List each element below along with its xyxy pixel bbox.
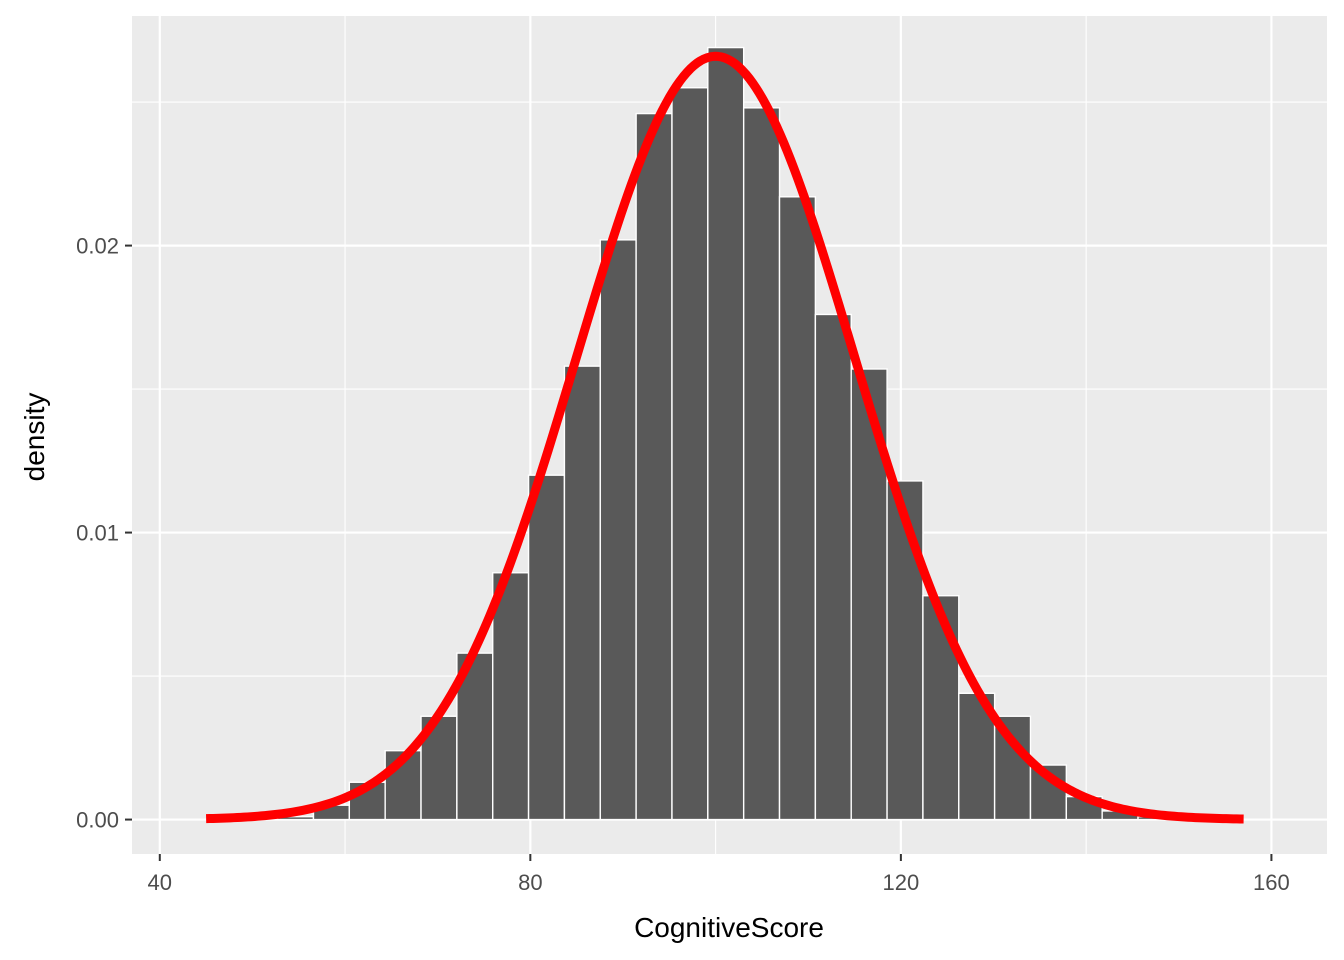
histogram-bar: [707, 46, 745, 821]
y-tick-label: 0.01: [76, 521, 119, 546]
histogram-bars: [241, 46, 1175, 821]
x-axis-title: CognitiveScore: [634, 912, 824, 943]
histogram-bar: [671, 87, 709, 821]
histogram-bar: [814, 313, 852, 821]
x-tick-label: 40: [148, 870, 172, 895]
x-tick-label: 120: [883, 870, 920, 895]
histogram-bar: [527, 474, 566, 821]
y-tick-label: 0.02: [76, 234, 119, 259]
y-axis-title: density: [19, 393, 50, 482]
y-axis: 0.00 0.01 0.02: [76, 234, 132, 833]
histogram-bar: [778, 196, 817, 821]
histogram-bar: [492, 572, 530, 821]
histogram-bar: [563, 365, 601, 821]
y-tick-label: 0.00: [76, 808, 119, 833]
x-tick-label: 80: [518, 870, 542, 895]
x-axis: 40 80 120 160: [148, 854, 1290, 895]
histogram-bar: [635, 112, 673, 821]
histogram-bar: [599, 239, 637, 821]
normal-density-curve: [205, 51, 1245, 824]
histogram-bar: [922, 595, 960, 821]
histogram-bar: [886, 480, 924, 821]
histogram-bar: [742, 107, 781, 821]
x-tick-label: 160: [1253, 870, 1290, 895]
